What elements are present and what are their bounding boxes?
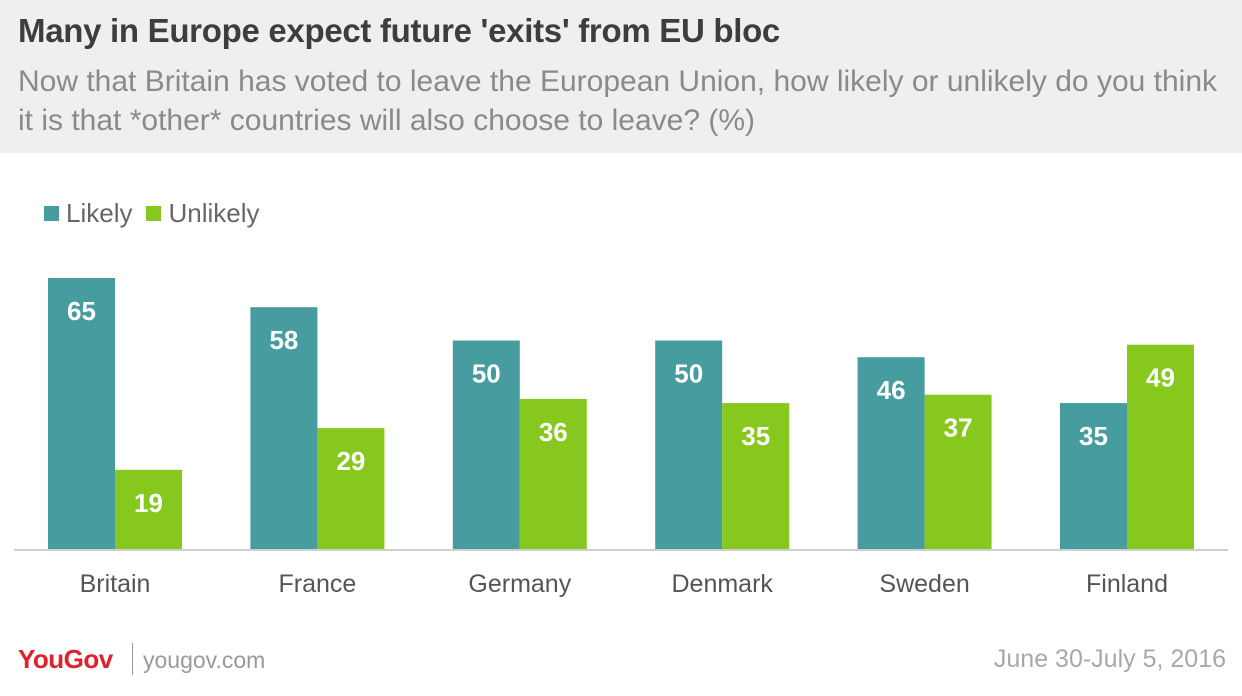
- bar-likely-finland: [1060, 403, 1127, 549]
- bar-likely-germany: [452, 340, 520, 549]
- category-label-finland: Finland: [1086, 570, 1168, 598]
- bar-unlikely-denmark: [722, 403, 790, 549]
- legend: Likely Unlikely: [44, 198, 274, 229]
- data-label-unlikely-denmark: 35: [741, 421, 770, 451]
- footer-site: yougov.com: [143, 647, 266, 673]
- data-label-unlikely-britain: 19: [134, 488, 163, 518]
- category-label-britain: Britain: [80, 570, 151, 598]
- bar-unlikely-finland: [1127, 344, 1194, 549]
- data-label-unlikely-finland: 49: [1146, 363, 1175, 393]
- legend-item-unlikely: Unlikely: [146, 198, 260, 229]
- chart-title: Many in Europe expect future 'exits' fro…: [18, 12, 780, 49]
- category-label-denmark: Denmark: [671, 570, 773, 598]
- category-label-sweden: Sweden: [879, 570, 969, 598]
- legend-item-likely: Likely: [44, 198, 132, 229]
- category-label-france: France: [278, 570, 356, 598]
- legend-label-unlikely: Unlikely: [168, 198, 260, 228]
- category-label-germany: Germany: [468, 570, 571, 598]
- bar-unlikely-britain: [115, 469, 182, 549]
- data-label-likely-sweden: 46: [877, 375, 906, 405]
- bar-unlikely-sweden: [924, 394, 992, 549]
- bar-unlikely-germany: [519, 398, 587, 549]
- bar-chart: 65 19 Britain 58 29 France 50 36 Germany 50 35 Denm…: [14, 278, 1228, 598]
- data-label-unlikely-sweden: 37: [944, 413, 973, 443]
- yougov-logo: YouGov: [18, 644, 113, 674]
- bar-likely-france: [250, 307, 318, 549]
- legend-swatch-unlikely: [146, 206, 162, 221]
- data-label-likely-denmark: 50: [674, 359, 703, 389]
- legend-label-likely: Likely: [66, 198, 133, 228]
- footer-divider: [132, 643, 133, 675]
- data-label-likely-finland: 35: [1079, 421, 1108, 451]
- bar-likely-denmark: [655, 340, 723, 549]
- bar-likely-sweden: [857, 357, 925, 549]
- chart-subtitle: Now that Britain has voted to leave the …: [18, 65, 1218, 137]
- legend-swatch-likely: [44, 206, 59, 221]
- survey-date: June 30-July 5, 2016: [993, 645, 1226, 673]
- data-label-likely-france: 58: [269, 325, 298, 355]
- data-label-unlikely-france: 29: [336, 446, 365, 476]
- data-label-unlikely-germany: 36: [539, 417, 568, 447]
- header-panel: Many in Europe expect future 'exits' fro…: [0, 0, 1242, 153]
- data-label-likely-britain: 65: [67, 296, 96, 326]
- data-label-likely-germany: 50: [472, 359, 501, 389]
- bar-unlikely-france: [317, 428, 385, 549]
- bar-likely-britain: [48, 278, 115, 549]
